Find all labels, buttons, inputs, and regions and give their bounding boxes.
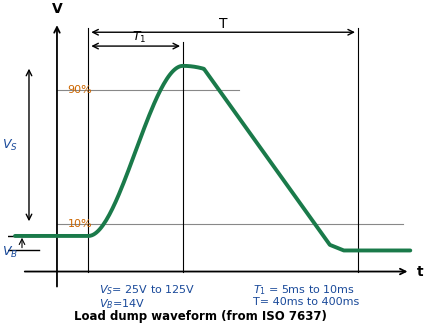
Text: V: V (52, 2, 62, 17)
Text: 90%: 90% (67, 84, 92, 95)
Text: 10%: 10% (67, 219, 92, 229)
Text: $V_S$: $V_S$ (2, 137, 17, 152)
Text: T: T (219, 17, 227, 31)
Text: Load dump waveform (from ISO 7637): Load dump waveform (from ISO 7637) (74, 310, 327, 323)
Text: $V_B$=14V: $V_B$=14V (99, 297, 145, 311)
Text: T= 40ms to 400ms: T= 40ms to 400ms (253, 297, 359, 307)
Text: $T_1$: $T_1$ (132, 30, 147, 45)
Text: $V_B$: $V_B$ (2, 245, 18, 260)
Text: $T_1$ = 5ms to 10ms: $T_1$ = 5ms to 10ms (253, 283, 355, 297)
Text: t: t (417, 265, 424, 279)
Text: $V_S$= 25V to 125V: $V_S$= 25V to 125V (99, 283, 196, 297)
